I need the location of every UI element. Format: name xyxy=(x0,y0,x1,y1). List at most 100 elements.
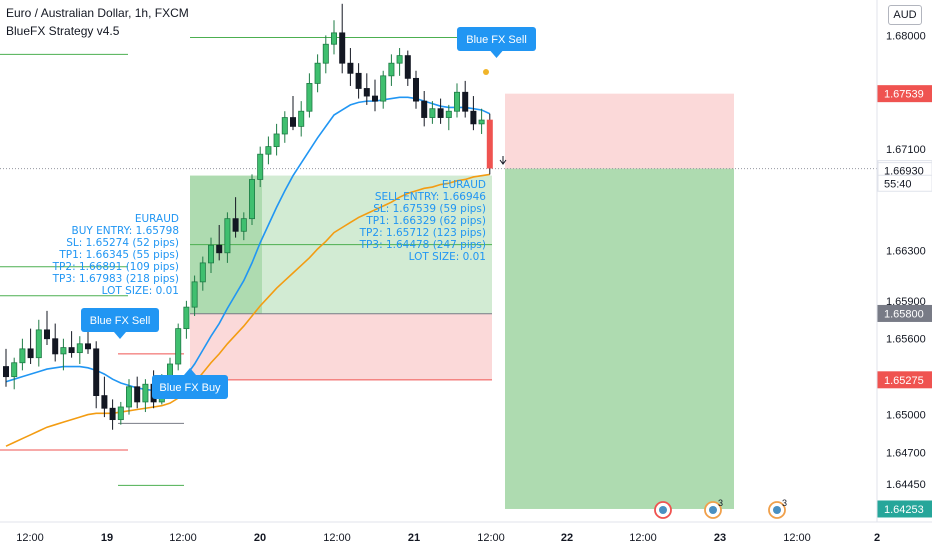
candle-body[interactable] xyxy=(60,347,67,355)
candle-body[interactable] xyxy=(44,329,51,340)
candle-body[interactable] xyxy=(257,153,264,180)
candle-body[interactable] xyxy=(224,218,231,254)
sell-trade-info-line: TP3: 1.64478 (247 pips) xyxy=(359,239,486,251)
candle-body[interactable] xyxy=(486,119,493,169)
price-tag[interactable]: 1.67539 xyxy=(877,85,932,103)
moving-averages xyxy=(5,96,491,447)
candle-body[interactable] xyxy=(207,244,214,264)
ema-fast-line xyxy=(5,96,491,392)
price-tick: 1.67100 xyxy=(886,144,926,156)
candle-body[interactable] xyxy=(478,119,485,125)
candle-body[interactable] xyxy=(380,75,387,102)
candle-body[interactable] xyxy=(248,179,255,220)
price-tick: 1.64700 xyxy=(886,447,926,459)
flag-icon[interactable] xyxy=(654,501,672,519)
signal-sell-1[interactable]: Blue FX Sell xyxy=(81,308,159,339)
candle-body[interactable] xyxy=(191,281,198,308)
candle-body[interactable] xyxy=(281,117,288,135)
candle-body[interactable] xyxy=(3,366,9,378)
candle-body[interactable] xyxy=(322,43,329,64)
candle-body[interactable] xyxy=(396,55,403,64)
price-tag-box xyxy=(877,304,932,322)
candle-body[interactable] xyxy=(216,244,223,254)
time-tick: 12:00 xyxy=(477,532,505,544)
price-axis[interactable]: 1.68000 1.67100 1.66300 1.65900 1.65600 1.650… xyxy=(876,0,932,550)
signal-buy-box[interactable] xyxy=(152,375,228,399)
candle-body[interactable] xyxy=(265,146,272,155)
time-tick: 12:00 xyxy=(629,532,657,544)
candle-body[interactable] xyxy=(19,348,26,364)
price-tag-text: 1.65800 xyxy=(884,308,924,320)
earnings-icon[interactable]: 3 xyxy=(704,498,723,519)
price-tick: 1.68000 xyxy=(886,30,926,42)
price-tag-box xyxy=(877,85,932,103)
signal-buy[interactable]: Blue FX Buy xyxy=(152,368,228,399)
price-tag[interactable]: 1.64253 xyxy=(877,500,932,518)
candle-body[interactable] xyxy=(52,338,59,355)
candle-body[interactable] xyxy=(126,386,133,408)
candle-body[interactable] xyxy=(429,108,436,118)
candle-body[interactable] xyxy=(306,83,313,112)
candle-body[interactable] xyxy=(11,362,18,378)
price-tag-text: 1.64253 xyxy=(884,504,924,516)
signal-buy-text: Blue FX Buy xyxy=(159,382,221,394)
candle-body[interactable] xyxy=(76,343,83,354)
candle-body[interactable] xyxy=(273,133,280,148)
candle-body[interactable] xyxy=(453,91,460,112)
price-tag[interactable]: 1.66930 xyxy=(877,162,932,180)
strategy-title: BlueFX Strategy v4.5 xyxy=(6,24,120,38)
signal-sell-2-box[interactable] xyxy=(457,27,536,51)
candles[interactable] xyxy=(3,3,507,430)
candle-body[interactable] xyxy=(462,91,469,112)
candle-body[interactable] xyxy=(142,383,149,403)
candle-body[interactable] xyxy=(232,218,239,232)
candle-body[interactable] xyxy=(421,100,428,118)
candle-body[interactable] xyxy=(330,32,337,45)
signal-sell-2[interactable]: Blue FX Sell xyxy=(457,27,536,58)
candle-body[interactable] xyxy=(289,117,296,127)
signal-sell-1-box[interactable] xyxy=(81,308,159,332)
candle-body[interactable] xyxy=(437,108,444,118)
candle-body[interactable] xyxy=(347,62,354,74)
candle-body[interactable] xyxy=(388,62,395,77)
candle-body[interactable] xyxy=(93,348,100,397)
candle-body[interactable] xyxy=(101,395,108,409)
candle-body[interactable] xyxy=(339,32,346,64)
candle-body[interactable] xyxy=(371,95,378,102)
candle-body[interactable] xyxy=(412,77,419,102)
candle-body[interactable] xyxy=(298,110,305,127)
candle-body[interactable] xyxy=(404,55,411,79)
candle-body[interactable] xyxy=(240,218,247,232)
price-tag[interactable]: 55:40 xyxy=(877,174,932,192)
candle-body[interactable] xyxy=(314,62,321,84)
candle-body[interactable] xyxy=(68,347,75,354)
candle-body[interactable] xyxy=(35,329,42,359)
candle-body[interactable] xyxy=(355,72,362,89)
price-tag[interactable]: 1.65800 xyxy=(877,304,932,322)
candle-body[interactable] xyxy=(183,306,190,330)
buy-trade-info-line: EURAUD xyxy=(135,213,179,225)
candle-body[interactable] xyxy=(470,110,477,125)
signal-labels[interactable]: Blue FX Sell Blue FX Buy Blue FX Sell xyxy=(81,27,536,399)
candle-body[interactable] xyxy=(199,262,206,283)
currency-badge[interactable]: AUD xyxy=(888,5,922,25)
candle-body[interactable] xyxy=(85,343,92,350)
buy-sl-zone xyxy=(190,313,492,380)
candle-body[interactable] xyxy=(109,407,116,421)
price-tick: 1.65000 xyxy=(886,410,926,422)
buy-trade-info-line: TP3: 1.67983 (218 pips) xyxy=(52,273,179,285)
candle-body[interactable] xyxy=(27,348,34,359)
candle-body[interactable] xyxy=(134,386,141,403)
candle-body[interactable] xyxy=(445,110,452,118)
earnings-icon-globe xyxy=(709,506,717,514)
earnings-icon[interactable]: 3 xyxy=(768,498,787,519)
candle-body[interactable] xyxy=(175,328,182,365)
candle-body[interactable] xyxy=(363,88,370,97)
sell-trade-info-line: SL: 1.67539 (59 pips) xyxy=(373,203,486,215)
price-tick: 1.65900 xyxy=(886,296,926,308)
price-tag[interactable]: 1.65275 xyxy=(877,371,932,389)
time-axis[interactable]: 12:00 19 12:00 20 12:00 21 12:00 22 12:00 23 12:00… xyxy=(0,521,932,550)
candle-body[interactable] xyxy=(117,406,124,421)
